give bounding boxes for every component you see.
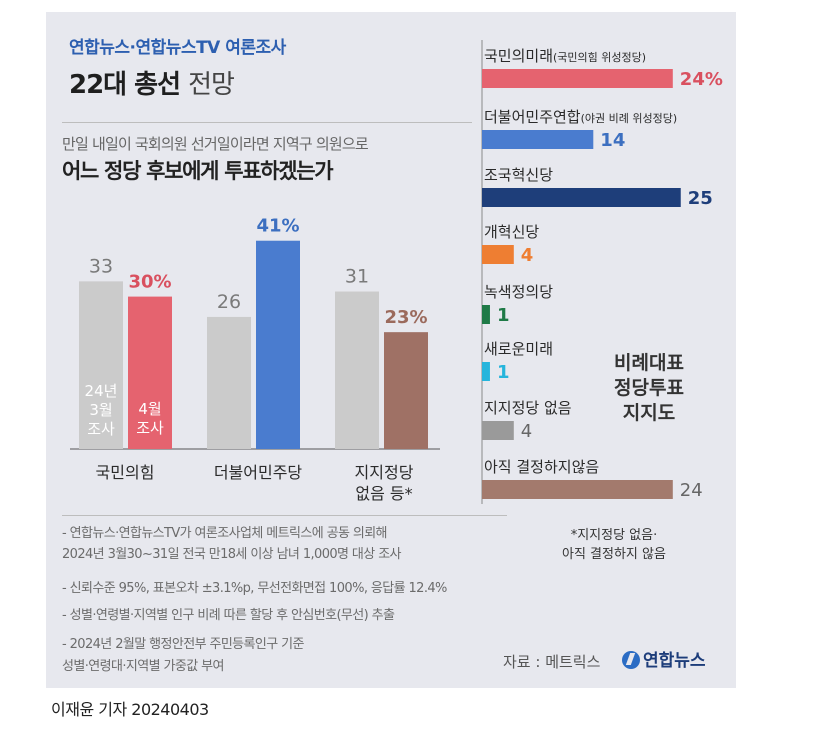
series-label-april: 4월: [138, 400, 161, 418]
page-title: 22대 총선 전망: [69, 64, 235, 101]
category-label: 녹색정의당: [484, 283, 553, 301]
hbar-3: [482, 245, 514, 264]
question-line-1: 만일 내일이 국회의원 선거일이라면 지역구 의원으로: [62, 135, 369, 153]
category-label: 더불어민주연합(야권 비례 위성정당): [484, 108, 677, 126]
hbar-value-label: 24: [680, 480, 703, 501]
side-label-line: 지지도: [622, 402, 676, 424]
logo-text: 연합뉴스: [643, 651, 706, 671]
category-label: 개혁신당: [484, 223, 539, 241]
category-label: 지지정당: [355, 463, 414, 482]
hbar-7: [482, 480, 673, 499]
series-label-march: 24년: [85, 382, 118, 400]
side-label-line: 정당투표: [614, 377, 684, 399]
value-label-march: 26: [217, 291, 241, 313]
note-line: - 성별·연령별·지역별 인구 비례 따른 할당 후 안심번호(무선) 추출: [62, 608, 395, 623]
asterisk-note-line: *지지정당 없음·: [570, 528, 658, 543]
title-bold: 22대 총선: [69, 70, 181, 100]
byline: 이재윤 기자 20240403: [51, 700, 209, 719]
category-label: 없음 등*: [355, 484, 412, 503]
category-label: 조국혁신당: [484, 166, 553, 184]
note-line: - 2024년 2월말 행정안전부 주민등록인구 기준: [62, 637, 304, 652]
hbar-value-label: 1: [497, 305, 510, 326]
yonhap-logo-icon: [622, 651, 640, 669]
bar-march-2: [335, 291, 379, 449]
notes-divider: [62, 515, 507, 516]
hbar-0: [482, 69, 673, 88]
divider: [62, 122, 472, 123]
bar-april-2: [384, 332, 428, 449]
question-line-2: 어느 정당 후보에게 투표하겠는가: [62, 159, 334, 183]
asterisk-note: *지지정당 없음· 아직 결정하지 않음: [562, 526, 666, 564]
hbar-6: [482, 421, 514, 440]
asterisk-note-line: 아직 결정하지 않음: [562, 547, 666, 562]
side-label-line: 비례대표: [614, 352, 684, 374]
title-light: 전망: [188, 70, 235, 100]
category-label: 국민의미래(국민의힘 위성정당): [484, 47, 646, 65]
yonhap-logo: 연합뉴스: [622, 646, 706, 671]
side-label: 비례대표 정당투표 지지도: [614, 351, 684, 426]
hbar-value-label: 14: [600, 130, 625, 151]
hbar-value-label: 24%: [680, 69, 723, 90]
source-text: 자료 : 메트릭스: [503, 653, 601, 671]
bar-april-0: [128, 296, 172, 449]
value-label-april: 23%: [384, 307, 427, 328]
hbar-2: [482, 188, 681, 207]
value-label-april: 41%: [256, 216, 299, 237]
hbar-value-label: 25: [688, 188, 713, 209]
hbar-5: [482, 362, 490, 381]
category-label: 아직 결정하지않음: [484, 458, 599, 476]
bar-march-1: [207, 316, 251, 449]
category-label: 더불어민주당: [214, 463, 303, 482]
category-sublabel: (국민의힘 위성정당): [553, 51, 646, 64]
note-line: - 연합뉴스·연합뉴스TV가 여론조사업체 메트릭스에 공동 의뢰해: [62, 526, 388, 541]
hbar-value-label: 4: [521, 421, 532, 442]
value-label-march: 31: [345, 266, 369, 288]
source-line: 연합뉴스·연합뉴스TV 여론조사: [69, 38, 286, 58]
hbar-1: [482, 130, 594, 149]
note-line: - 신뢰수준 95%, 표본오차 ±3.1%p, 무선전화면접 100%, 응답…: [62, 581, 447, 596]
series-label-april: 조사: [136, 419, 164, 437]
value-label-april: 30%: [128, 272, 171, 293]
category-label: 국민의힘: [96, 463, 155, 482]
bar-march-0: [79, 281, 123, 449]
note-line: 2024년 3월30~31일 전국 만18세 이상 남녀 1,000명 대상 조…: [62, 547, 402, 562]
category-label: 지지정당 없음: [484, 399, 572, 417]
series-label-march: 조사: [87, 420, 115, 438]
bar-april-1: [256, 240, 300, 449]
hbar-4: [482, 305, 490, 324]
value-label-march: 33: [89, 255, 113, 277]
series-label-march: 3월: [89, 401, 112, 419]
category-label: 새로운미래: [484, 340, 553, 358]
hbar-value-label: 4: [521, 245, 534, 266]
hbar-value-label: 1: [497, 362, 510, 383]
category-sublabel: (야권 비례 위성정당): [581, 112, 678, 125]
note-line: 성별·연령대·지역별 가중값 부여: [62, 659, 224, 674]
